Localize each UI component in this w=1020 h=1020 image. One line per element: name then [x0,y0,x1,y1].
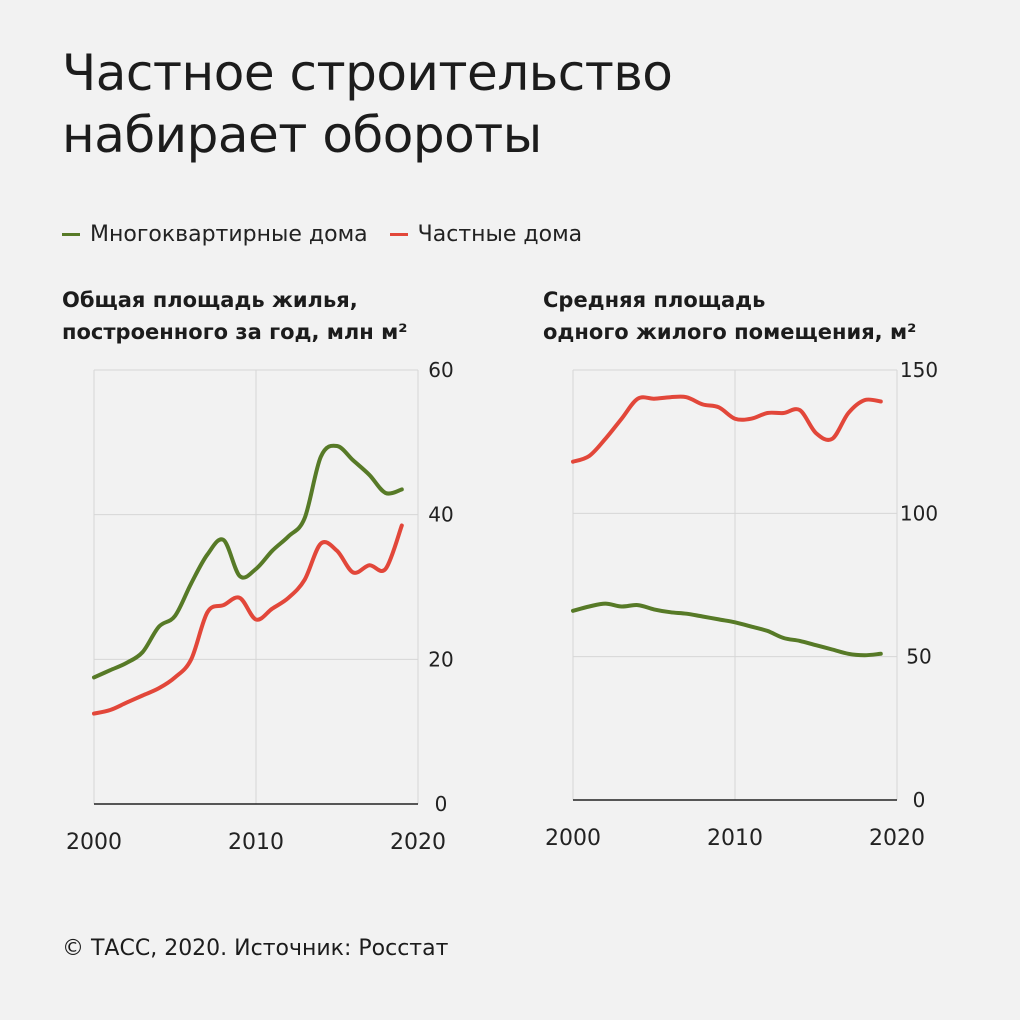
chart-1-x-tick-2000: 2000 [66,830,122,855]
legend-swatch-private [389,233,408,236]
chart-2-y-tick-50: 50 [906,645,931,669]
legend-item-apartment: Многоквартирные дома [62,222,368,247]
chart-2-y-tick-100: 100 [900,501,938,525]
chart-2-title-line-1: Средняя площадь [543,288,766,312]
legend-swatch-apartment [62,233,80,236]
chart-2-y-tick-0: 0 [913,788,926,812]
legend-label-apartment: Многоквартирные дома [90,222,368,247]
legend-item-private: Частные дома [389,222,583,247]
chart-1-y-tick-20: 20 [428,647,453,671]
chart-2-x-tick-2010: 2010 [707,826,763,851]
chart-1-x-tick-2010: 2010 [228,830,284,855]
chart-1-y-tick-0: 0 [435,792,448,816]
chart-2-series-private-line [571,394,883,464]
chart-1-series-private-line [92,523,404,716]
chart-1-series-apartment-line [92,443,404,680]
chart-1-title: Общая площадь жилья, построенного за год… [62,284,407,348]
chart-2-title-line-2: одного жилого помещения, м² [543,320,917,344]
chart-1-title-line-2: построенного за год, млн м² [62,320,408,344]
chart-1-y-tick-60: 60 [428,358,453,382]
source-footer: © ТАСС, 2020. Источник: Росстат [62,936,449,961]
page-title-line-2: набирает обороты [62,106,542,164]
legend: Многоквартирные дома Частные дома [62,222,604,247]
chart-2-title: Средняя площадь одного жилого помещения,… [543,284,916,348]
page-title-line-1: Частное строительство [62,44,673,102]
chart-2-y-tick-150: 150 [900,358,938,382]
page-title: Частное строительство набирает обороты [62,42,962,166]
chart-1-y-tick-40: 40 [428,503,453,527]
chart-2-series-apartment-line [571,601,883,658]
chart-1-x-tick-2020: 2020 [390,830,446,855]
chart-2-x-tick-2020: 2020 [869,826,925,851]
legend-label-private: Частные дома [417,222,583,247]
chart-2-x-tick-2000: 2000 [545,826,601,851]
chart-1-title-line-1: Общая площадь жилья, [62,288,358,312]
